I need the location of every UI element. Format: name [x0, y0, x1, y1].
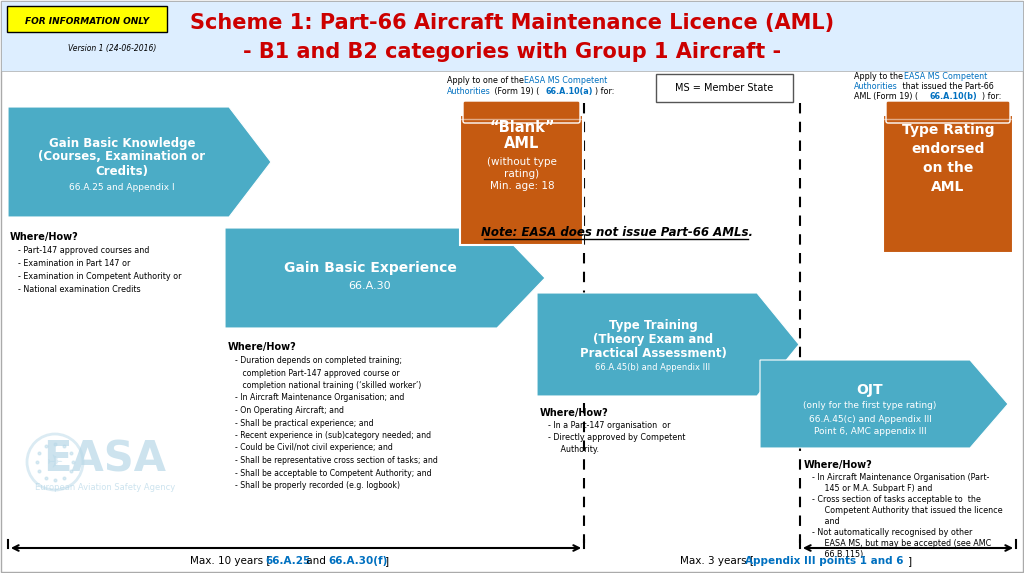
- Text: - Part-147 approved courses and: - Part-147 approved courses and: [18, 246, 150, 255]
- Polygon shape: [8, 107, 271, 217]
- Text: 66.A.25: 66.A.25: [265, 556, 310, 566]
- Text: rating): rating): [505, 169, 540, 179]
- Polygon shape: [537, 293, 799, 396]
- Text: - B1 and B2 categories with Group 1 Aircraft -: - B1 and B2 categories with Group 1 Airc…: [243, 42, 781, 62]
- Text: - Examination in Competent Authority or: - Examination in Competent Authority or: [18, 272, 181, 281]
- Text: on the: on the: [923, 161, 973, 175]
- Text: (Courses, Examination or: (Courses, Examination or: [39, 151, 206, 163]
- FancyBboxPatch shape: [460, 115, 583, 245]
- Text: and: and: [303, 556, 329, 566]
- Text: - Could be Civil/not civil experience; and: - Could be Civil/not civil experience; a…: [234, 444, 393, 453]
- Text: OJT: OJT: [857, 383, 884, 397]
- Text: AML: AML: [931, 180, 965, 194]
- Text: - In Aircraft Maintenance Organisation; and: - In Aircraft Maintenance Organisation; …: [234, 394, 404, 402]
- Text: ✈: ✈: [47, 453, 63, 472]
- Text: Authorities: Authorities: [447, 87, 490, 96]
- Text: 66.A.45(c) and Appendix III: 66.A.45(c) and Appendix III: [809, 414, 932, 423]
- Text: ) for:: ) for:: [982, 92, 1001, 101]
- Text: - Shall be acceptable to Competent Authority; and: - Shall be acceptable to Competent Autho…: [234, 469, 432, 477]
- Text: - Duration depends on completed training;: - Duration depends on completed training…: [234, 356, 402, 365]
- Polygon shape: [760, 360, 1008, 448]
- Text: - Cross section of tasks acceptable to  the: - Cross section of tasks acceptable to t…: [812, 495, 981, 504]
- Text: ) for:: ) for:: [595, 87, 614, 96]
- Text: MS = Member State: MS = Member State: [675, 83, 773, 93]
- Text: and: and: [812, 517, 840, 526]
- Text: - Examination in Part 147 or: - Examination in Part 147 or: [18, 259, 130, 268]
- Text: EASA MS, but may be accepted (see AMC: EASA MS, but may be accepted (see AMC: [812, 539, 991, 548]
- Text: completion Part-147 approved course or: completion Part-147 approved course or: [234, 368, 399, 378]
- Text: Scheme 1: Part-66 Aircraft Maintenance Licence (AML): Scheme 1: Part-66 Aircraft Maintenance L…: [189, 13, 835, 33]
- Text: Where/How?: Where/How?: [10, 232, 79, 242]
- Text: Authority.: Authority.: [548, 445, 599, 454]
- Text: - Recent experience in (sub)category needed; and: - Recent experience in (sub)category nee…: [234, 431, 431, 440]
- FancyBboxPatch shape: [7, 6, 167, 32]
- FancyBboxPatch shape: [1, 1, 1023, 71]
- Text: FOR INFORMATION ONLY: FOR INFORMATION ONLY: [25, 17, 150, 26]
- Text: Max. 10 years [: Max. 10 years [: [190, 556, 270, 566]
- Text: Where/How?: Where/How?: [804, 460, 872, 470]
- Text: - Shall be properly recorded (e.g. logbook): - Shall be properly recorded (e.g. logbo…: [234, 481, 400, 490]
- Text: Appendix III points 1 and 6: Appendix III points 1 and 6: [745, 556, 903, 566]
- FancyBboxPatch shape: [463, 101, 580, 123]
- Text: 66.A.10(b): 66.A.10(b): [930, 92, 978, 101]
- Text: European Aviation Safety Agency: European Aviation Safety Agency: [35, 482, 175, 492]
- Text: - Not automatically recognised by other: - Not automatically recognised by other: [812, 528, 973, 537]
- Text: (Form 19) (: (Form 19) (: [492, 87, 540, 96]
- Text: EASA MS Competent: EASA MS Competent: [524, 76, 607, 85]
- Text: Type Training: Type Training: [608, 319, 697, 332]
- Text: 66.A.30(f): 66.A.30(f): [328, 556, 387, 566]
- Text: - National examination Credits: - National examination Credits: [18, 285, 140, 294]
- Text: 66.A.45(b) and Appendix III: 66.A.45(b) and Appendix III: [595, 363, 711, 372]
- Text: that issued the Part-66: that issued the Part-66: [900, 82, 993, 91]
- Text: Gain Basic Experience: Gain Basic Experience: [284, 261, 457, 275]
- Text: Version 1 (24-06-2016): Version 1 (24-06-2016): [68, 44, 157, 53]
- Text: “Blank”: “Blank”: [489, 120, 555, 135]
- Text: Min. age: 18: Min. age: 18: [489, 181, 554, 191]
- Text: Apply to one of the: Apply to one of the: [447, 76, 526, 85]
- Text: Practical Assessment): Practical Assessment): [580, 347, 726, 359]
- Text: (Theory Exam and: (Theory Exam and: [593, 332, 713, 346]
- Text: EASA MS Competent: EASA MS Competent: [904, 72, 987, 81]
- Text: - In Aircraft Maintenance Organisation (Part-: - In Aircraft Maintenance Organisation (…: [812, 473, 989, 482]
- Text: ]: ]: [385, 556, 389, 566]
- Text: - On Operating Aircraft; and: - On Operating Aircraft; and: [234, 406, 344, 415]
- Text: (only for the first type rating): (only for the first type rating): [803, 401, 937, 410]
- Text: Type Rating: Type Rating: [902, 123, 994, 137]
- Text: - Shall be representative cross section of tasks; and: - Shall be representative cross section …: [234, 456, 438, 465]
- Text: - Directly approved by Competent: - Directly approved by Competent: [548, 433, 685, 442]
- Text: endorsed: endorsed: [911, 142, 985, 156]
- Text: (without type: (without type: [487, 157, 557, 167]
- Text: completion national training (‘skilled worker’): completion national training (‘skilled w…: [234, 381, 421, 390]
- Text: - In a Part-147 organisation  or: - In a Part-147 organisation or: [548, 421, 671, 430]
- Text: Competent Authority that issued the licence: Competent Authority that issued the lice…: [812, 506, 1002, 515]
- Text: Where/How?: Where/How?: [228, 342, 297, 352]
- FancyBboxPatch shape: [656, 74, 793, 102]
- Text: 66.A.30: 66.A.30: [349, 281, 391, 291]
- Text: AML (Form 19) (: AML (Form 19) (: [854, 92, 918, 101]
- Text: ]: ]: [908, 556, 912, 566]
- Text: Apply to the: Apply to the: [854, 72, 905, 81]
- Text: Note: EASA does not issue Part-66 AMLs.: Note: EASA does not issue Part-66 AMLs.: [481, 226, 753, 238]
- Text: - Shall be practical experience; and: - Shall be practical experience; and: [234, 418, 374, 427]
- Polygon shape: [225, 228, 545, 328]
- FancyBboxPatch shape: [883, 115, 1013, 253]
- FancyBboxPatch shape: [886, 101, 1010, 123]
- Text: EASA: EASA: [43, 439, 167, 481]
- Text: Where/How?: Where/How?: [540, 408, 608, 418]
- Text: Gain Basic Knowledge: Gain Basic Knowledge: [49, 136, 196, 150]
- Text: Authorities: Authorities: [854, 82, 898, 91]
- Text: Max. 3 years [: Max. 3 years [: [680, 556, 754, 566]
- Text: Point 6, AMC appendix III: Point 6, AMC appendix III: [814, 426, 927, 435]
- Text: 66.A.25 and Appendix I: 66.A.25 and Appendix I: [70, 183, 175, 193]
- Text: 145 or M.A. Subpart F) and: 145 or M.A. Subpart F) and: [812, 484, 933, 493]
- Text: AML: AML: [504, 136, 540, 151]
- Text: Credits): Credits): [95, 164, 148, 178]
- Text: 66.B.115).: 66.B.115).: [812, 550, 865, 559]
- Text: 66.A.10(a): 66.A.10(a): [545, 87, 593, 96]
